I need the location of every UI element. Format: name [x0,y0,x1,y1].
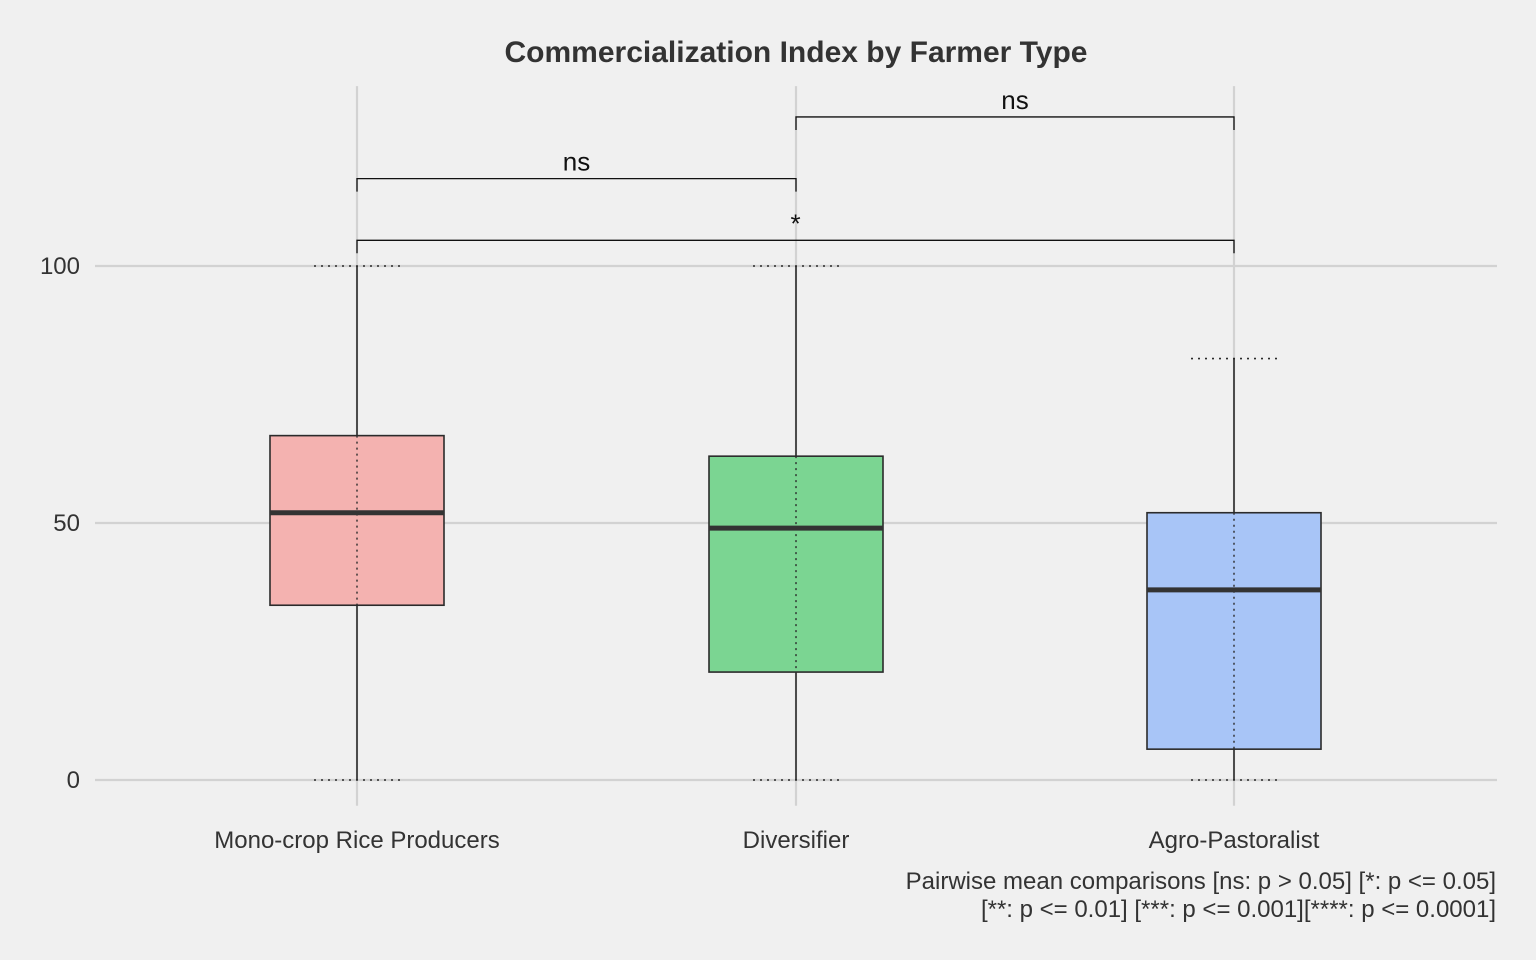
significance-label: ns [1001,85,1028,115]
x-tick-label-1: Diversifier [743,827,850,854]
box-group-1 [708,265,884,781]
x-tick-label-0: Mono-crop Rice Producers [214,827,499,854]
comparison-bracket-2: * [356,208,1235,254]
y-tick-label-50: 50 [53,510,80,537]
box-group-2 [1146,357,1322,781]
axis-labels: 0 50 100 Mono-crop Rice Producers Diversifie… [40,253,1320,854]
bracket-line [795,116,1235,130]
bracket-line [356,177,797,192]
significance-label: * [790,208,800,238]
comparison-layer: ns ns * [356,85,1235,254]
y-tick-label-0: 0 [67,767,80,794]
comparison-bracket-1: ns [795,85,1235,130]
box-layer [269,265,1322,781]
box-group-0 [269,265,445,781]
chart-title: Commercialization Index by Farmer Type [505,36,1088,69]
bracket-line [356,239,1235,254]
y-tick-label-100: 100 [40,253,80,280]
x-tick-label-2: Agro-Pastoralist [1149,827,1320,854]
significance-label: ns [563,147,590,177]
comparison-bracket-0: ns [356,147,797,192]
box-iqr [708,455,884,673]
box-iqr [1146,511,1322,750]
caption-line-1: Pairwise mean comparisons [ns: p > 0.05]… [906,868,1496,895]
caption-line-2: [**: p <= 0.01] [***: p <= 0.001][****: … [981,896,1496,923]
